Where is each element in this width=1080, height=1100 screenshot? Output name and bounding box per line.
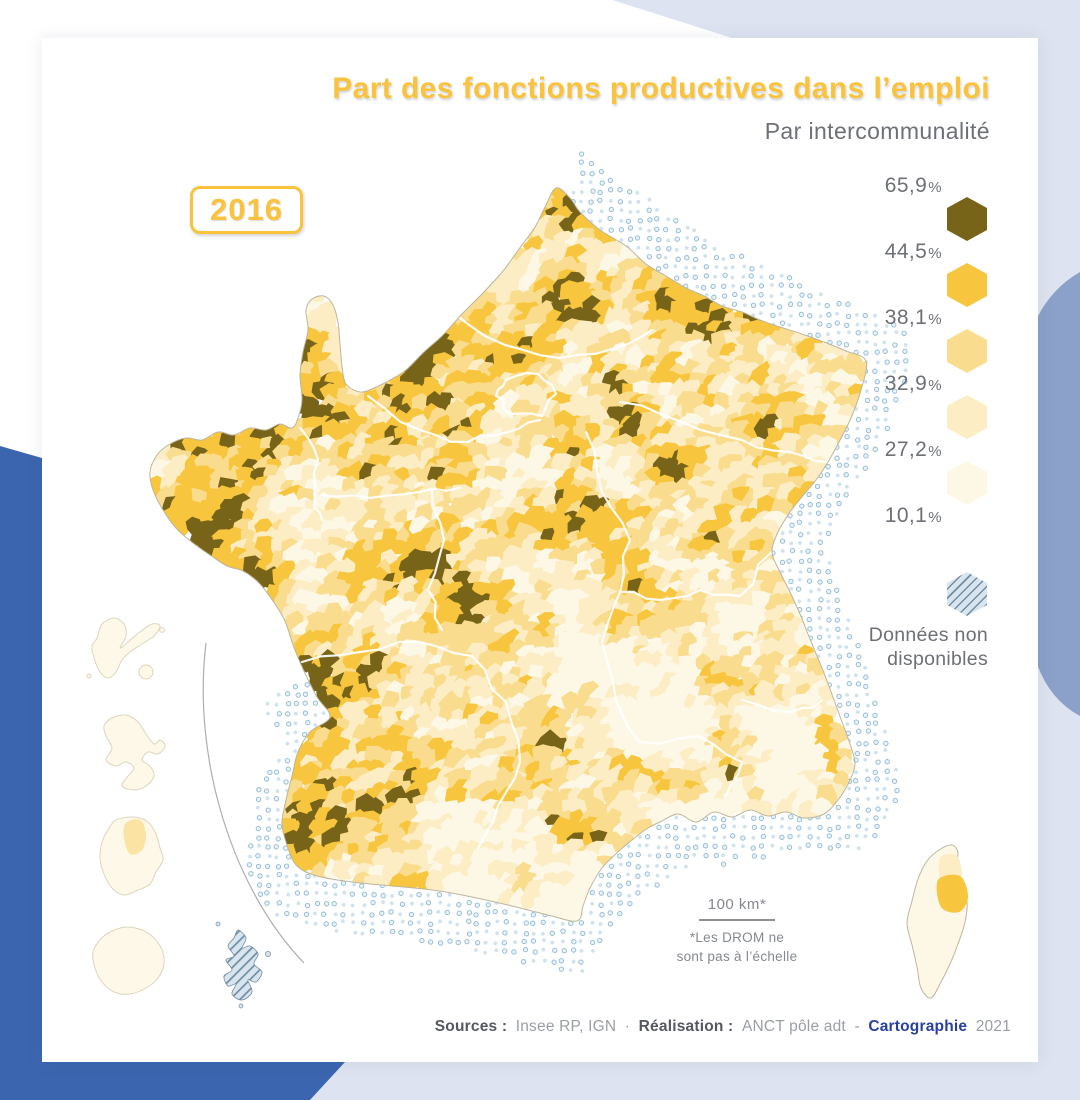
credits: Sources : Insee RP, IGN · Réalisation : … (433, 1018, 1013, 1036)
france-map (86, 151, 969, 1009)
scale-bar: 100 km* *Les DROM ne sont pas à l’échell… (662, 896, 812, 967)
island-guyane (99, 816, 164, 896)
island-guadeloupe (86, 617, 165, 680)
map-legend: 65,9% 44,5% 38,1% 32,9% 27,2% 10,1% Donn… (818, 174, 988, 671)
france-coastline (149, 187, 868, 922)
drom-separator-arc (202, 642, 305, 964)
page-subtitle: Par intercommunalité (764, 118, 990, 144)
island-mayotte-no-data (215, 921, 271, 1009)
poster-card: Part des fonctions productives dans l’em… (42, 38, 1038, 1062)
map-mosaic (149, 187, 867, 922)
scale-note: *Les DROM ne sont pas à l’échelle (676, 930, 798, 964)
legend-no-data-label: Données non disponibles (868, 624, 988, 670)
separator-dot: · (624, 1018, 631, 1035)
bg-slate-blob (1037, 272, 1080, 716)
legend-hex-5 (947, 461, 987, 505)
legend-hex-no-data (947, 572, 987, 616)
carto-year: 2021 (975, 1018, 1011, 1035)
island-reunion (92, 926, 165, 995)
bg-royal-blue-band (0, 446, 345, 1100)
dash: - (854, 1018, 860, 1035)
region-borders (298, 308, 832, 850)
scale-label: 100 km* (707, 896, 767, 913)
legend-hex-4 (947, 395, 987, 439)
cartographie-label: Cartographie (868, 1018, 968, 1035)
legend-value: 10,1% (884, 504, 942, 527)
sea-dots (246, 151, 909, 973)
year-badge: 2016 (190, 186, 303, 234)
legend-value: 44,5% (884, 240, 942, 263)
legend-value: 65,9% (884, 174, 942, 197)
page-title: Part des fonctions productives dans l’em… (332, 72, 990, 105)
scale-line (699, 919, 775, 921)
island-martinique (103, 714, 166, 791)
corsica (906, 844, 969, 999)
realisation-value: ANCT pôle adt (741, 1018, 846, 1035)
legend-value: 32,9% (884, 372, 942, 395)
legend-value: 27,2% (884, 438, 942, 461)
legend-hex-3 (947, 329, 987, 373)
legend-hex-2 (947, 263, 987, 307)
sources-label: Sources : (434, 1018, 508, 1035)
sources-value: Insee RP, IGN (515, 1018, 617, 1035)
legend-value: 38,1% (884, 306, 942, 329)
realisation-label: Réalisation : (638, 1018, 734, 1035)
legend-hex-1 (947, 197, 987, 241)
